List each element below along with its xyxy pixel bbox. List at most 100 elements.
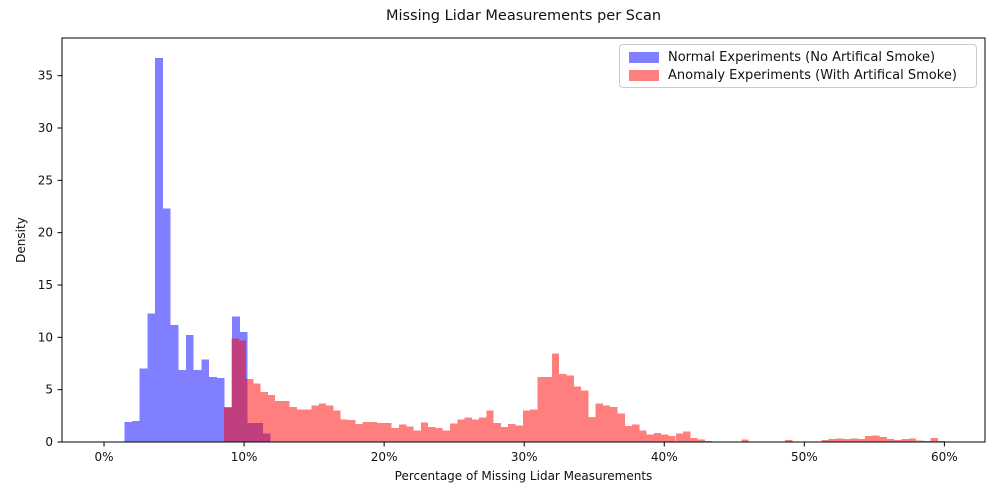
hist-bar-anomaly: [493, 423, 501, 442]
hist-bar-anomaly: [275, 401, 283, 442]
hist-bar-anomaly: [355, 424, 363, 442]
hist-bar-anomaly: [333, 410, 341, 442]
hist-bar-anomaly: [515, 425, 523, 442]
y-tick-label: 0: [45, 435, 53, 449]
hist-bar-anomaly: [420, 422, 429, 442]
hist-bar-anomaly: [282, 401, 290, 442]
legend-swatch-anomaly: [629, 69, 659, 81]
hist-bar-anomaly: [850, 438, 858, 442]
hist-bar-anomaly: [923, 440, 931, 442]
hist-bar-anomaly: [828, 438, 836, 442]
hist-bar-normal: [147, 313, 156, 442]
hist-bar-anomaly: [916, 440, 924, 442]
hist-bar-normal: [185, 335, 194, 442]
hist-bar-anomaly: [821, 439, 829, 442]
hist-bar-anomaly: [865, 436, 873, 442]
hist-bar-anomaly: [413, 430, 421, 442]
hist-bar-normal: [216, 378, 225, 442]
legend-entry-anomaly: Anomaly Experiments (With Artifical Smok…: [629, 68, 967, 83]
hist-bar-normal: [124, 422, 133, 442]
hist-bar-normal: [178, 369, 186, 442]
hist-bar-anomaly: [879, 436, 887, 442]
hist-bar-normal: [162, 208, 171, 442]
hist-bar-anomaly: [690, 438, 698, 442]
x-tick-label: 0%: [94, 450, 113, 464]
hist-bar-anomaly: [908, 438, 917, 442]
hist-bar-anomaly: [646, 434, 654, 442]
hist-bar-anomaly: [784, 439, 793, 442]
hist-bar-anomaly: [435, 427, 443, 442]
hist-bar-anomaly: [653, 433, 662, 442]
hist-bar-anomaly: [894, 439, 902, 442]
hist-bar-anomaly: [566, 375, 574, 442]
legend: Normal Experiments (No Artifical Smoke) …: [619, 44, 977, 88]
hist-bar-anomaly: [246, 379, 254, 442]
hist-bar-anomaly: [449, 423, 458, 442]
hist-bar-anomaly: [886, 438, 895, 442]
y-tick-label: 15: [38, 278, 53, 292]
hist-bar-anomaly: [260, 391, 268, 442]
hist-bar-anomaly: [326, 405, 334, 442]
legend-swatch-normal: [629, 51, 659, 63]
hist-bar-anomaly: [311, 405, 319, 442]
hist-bar-anomaly: [231, 338, 239, 442]
y-tick-label: 30: [38, 121, 53, 135]
hist-bar-anomaly: [668, 436, 676, 442]
x-tick-label: 50%: [791, 450, 818, 464]
hist-bar-anomaly: [428, 426, 436, 442]
hist-bar-anomaly: [318, 403, 327, 442]
hist-bar-anomaly: [610, 406, 618, 442]
hist-bar-anomaly: [843, 438, 851, 442]
hist-bar-normal: [132, 421, 140, 442]
hist-bar-anomaly: [857, 438, 866, 442]
x-tick-label: 10%: [231, 450, 258, 464]
y-tick-label: 5: [45, 383, 53, 397]
hist-bar-anomaly: [297, 409, 305, 442]
hist-bar-anomaly: [704, 440, 713, 442]
hist-bar-anomaly: [391, 427, 399, 442]
x-tick-label: 30%: [511, 450, 538, 464]
hist-bar-anomaly: [559, 373, 567, 442]
y-axis-label: Density: [14, 217, 28, 263]
x-tick-label: 20%: [371, 450, 398, 464]
hist-bar-normal: [170, 324, 179, 442]
hist-bar-normal: [193, 369, 202, 442]
hist-bar-anomaly: [581, 390, 589, 442]
hist-bar-anomaly: [901, 438, 909, 442]
hist-bar-anomaly: [617, 413, 625, 442]
hist-bar-anomaly: [238, 340, 247, 442]
hist-bar-anomaly: [479, 417, 487, 442]
hist-bar-anomaly: [675, 433, 684, 442]
hist-bar-normal: [209, 377, 217, 442]
hist-bar-anomaly: [595, 403, 603, 442]
hist-bar-anomaly: [588, 416, 596, 442]
legend-label-normal: Normal Experiments (No Artifical Smoke): [668, 49, 936, 65]
legend-entry-normal: Normal Experiments (No Artifical Smoke): [629, 50, 967, 65]
hist-bar-normal: [155, 57, 163, 442]
hist-bar-anomaly: [362, 422, 370, 442]
hist-bar-anomaly: [486, 410, 494, 442]
hist-bar-anomaly: [573, 386, 582, 442]
hist-bar-anomaly: [464, 417, 472, 442]
hist-bar-anomaly: [471, 419, 480, 442]
hist-bar-anomaly: [442, 430, 450, 442]
hist-bar-anomaly: [683, 431, 691, 442]
hist-bar-anomaly: [289, 406, 298, 442]
y-tick-label: 35: [38, 69, 53, 83]
hist-bar-anomaly: [872, 435, 880, 442]
hist-bar-anomaly: [253, 383, 261, 442]
hist-bar-anomaly: [224, 406, 232, 442]
hist-bar-anomaly: [661, 434, 669, 442]
hist-bar-anomaly: [340, 419, 348, 442]
hist-bar-anomaly: [508, 424, 516, 442]
hist-bar-anomaly: [835, 438, 844, 442]
hist-bar-anomaly: [544, 377, 552, 442]
hist-bar-anomaly: [741, 439, 749, 442]
hist-bar-anomaly: [632, 424, 640, 442]
hist-bar-normal: [201, 359, 210, 442]
hist-bar-anomaly: [406, 426, 414, 442]
hist-bar-anomaly: [639, 430, 647, 442]
y-tick-label: 20: [38, 226, 53, 240]
